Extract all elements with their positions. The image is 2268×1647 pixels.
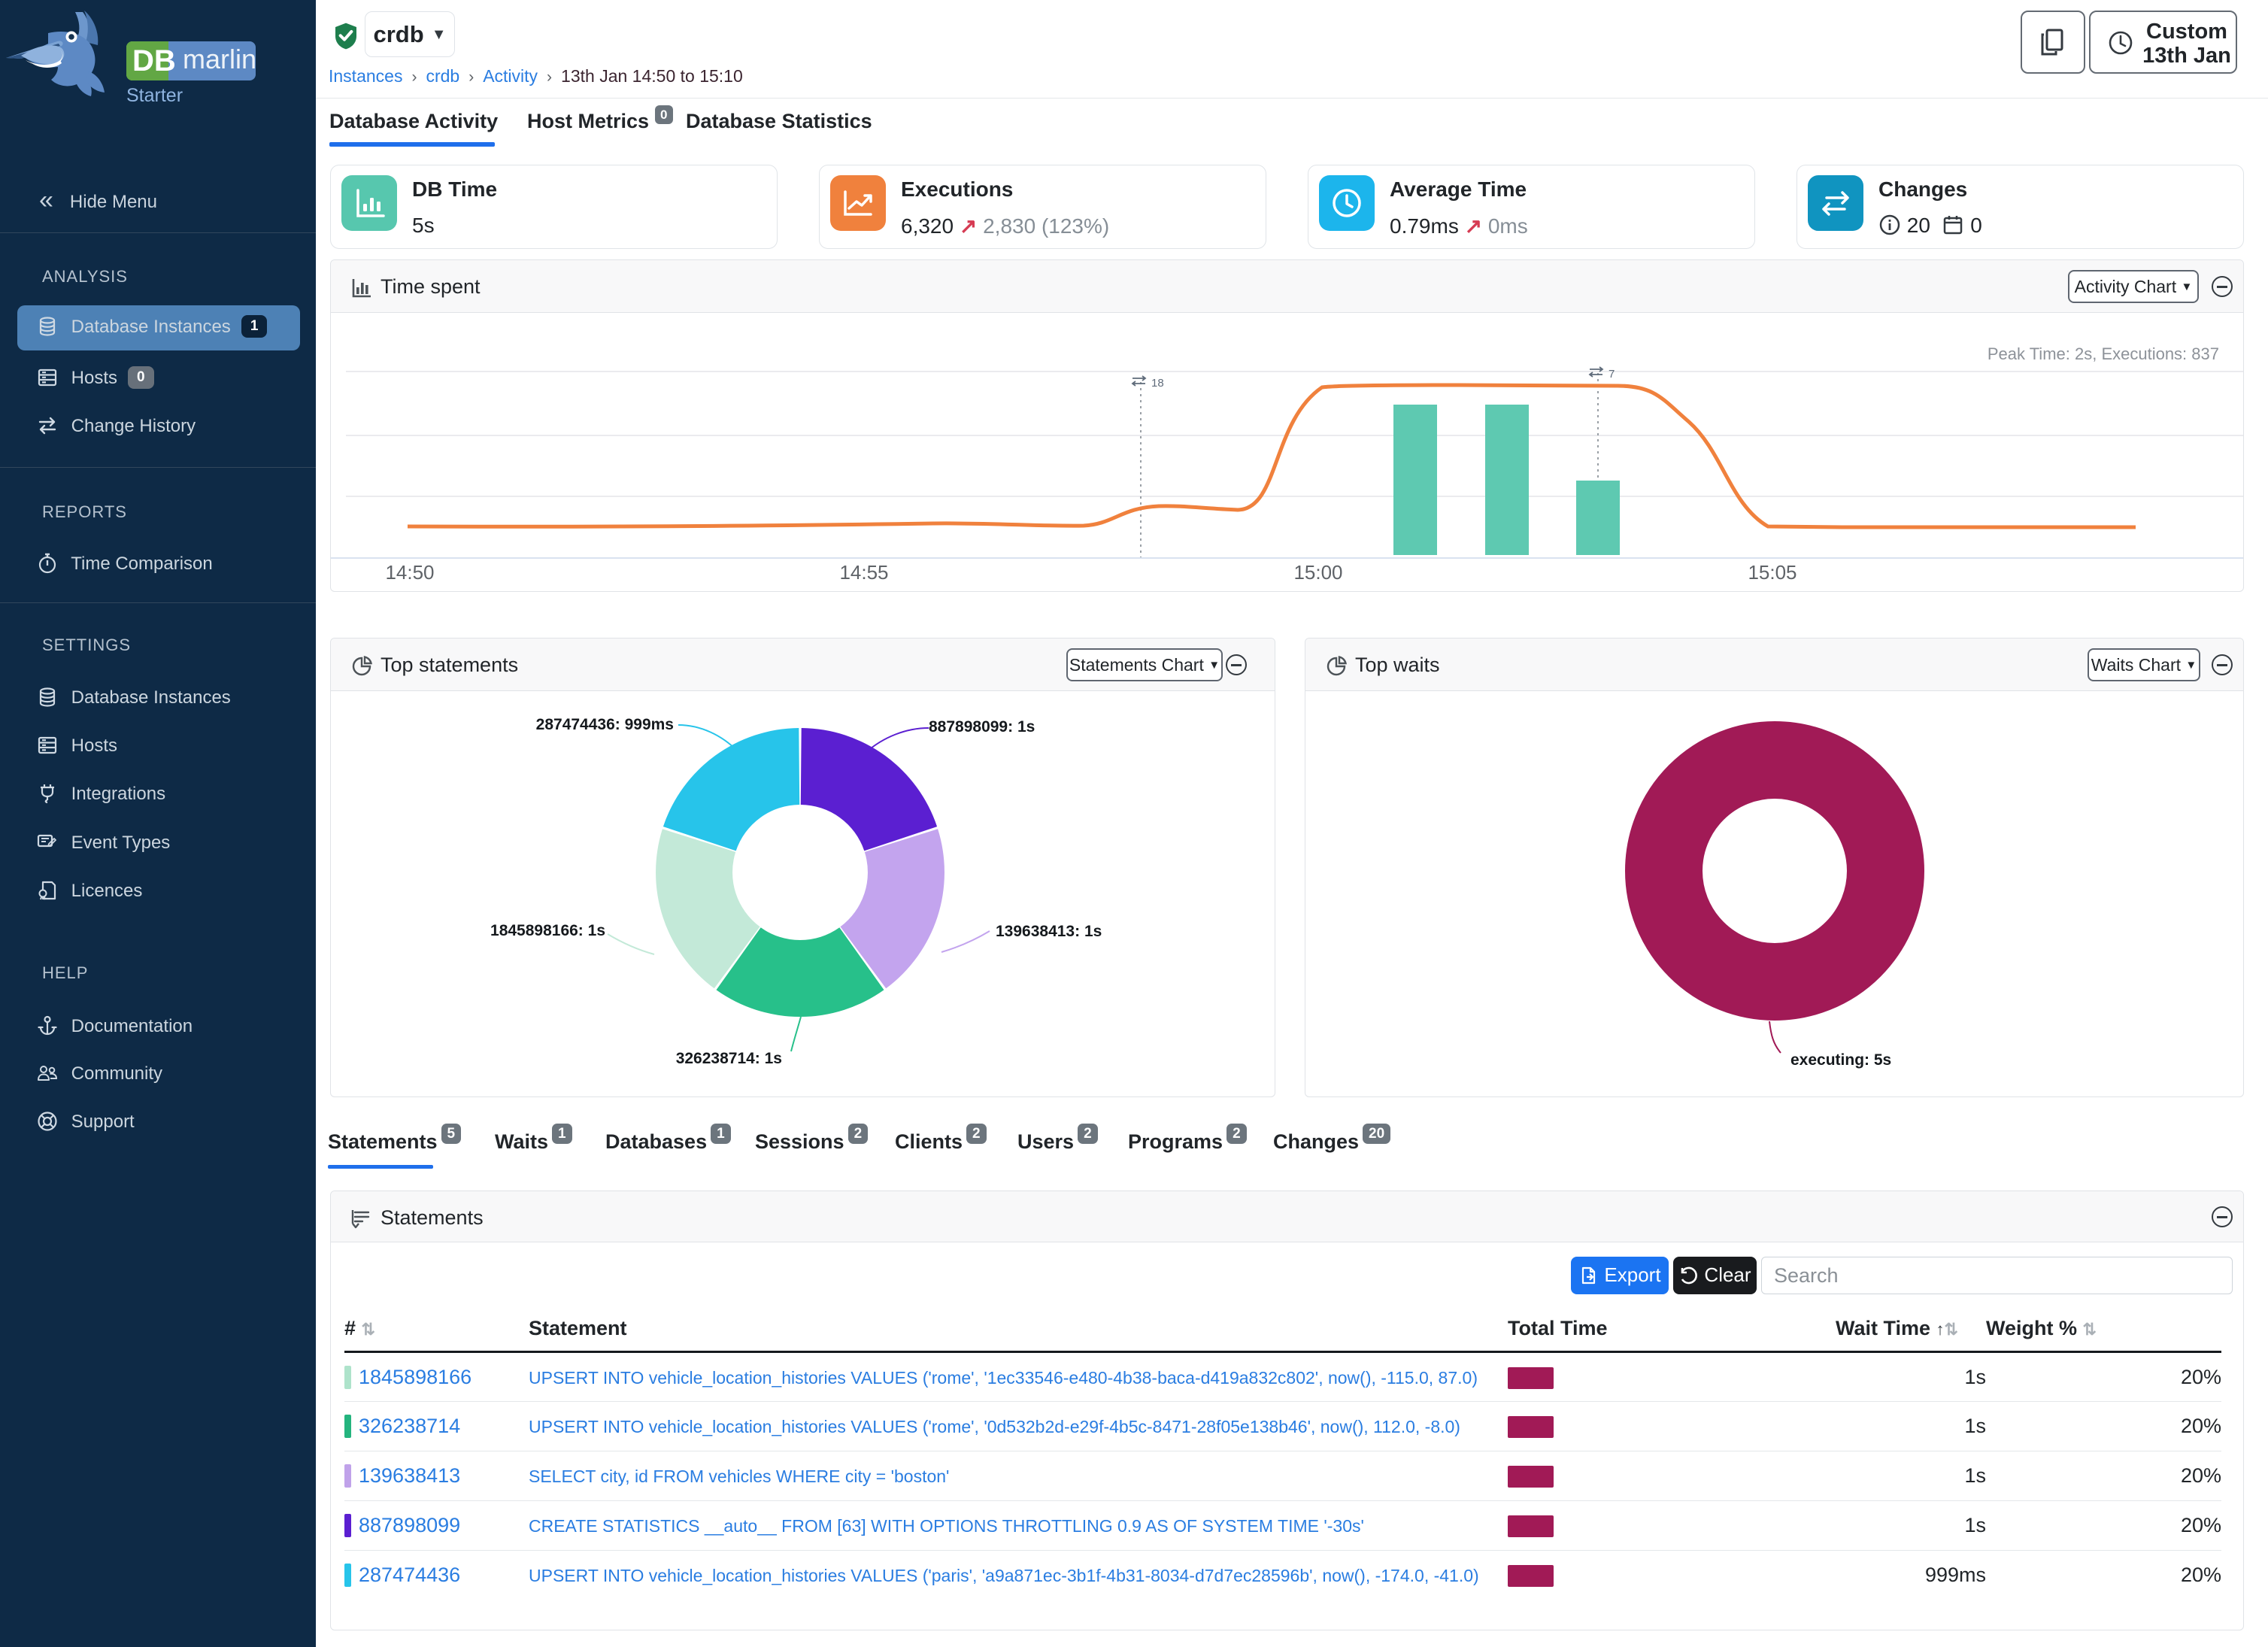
svg-text:DB: DB	[132, 44, 176, 77]
svg-text:14:50: 14:50	[385, 561, 434, 584]
svg-text:326238714: 1s: 326238714: 1s	[676, 1050, 782, 1067]
svg-text:1845898166: 1s: 1845898166: 1s	[490, 922, 605, 939]
svg-text:18: 18	[1151, 377, 1164, 390]
svg-text:executing: 5s: executing: 5s	[1790, 1051, 1891, 1069]
svg-text:Starter: Starter	[126, 85, 183, 106]
svg-text:15:00: 15:00	[1293, 561, 1342, 584]
svg-text:887898099: 1s: 887898099: 1s	[929, 718, 1035, 736]
svg-text:139638413: 1s: 139638413: 1s	[996, 923, 1102, 940]
svg-text:Peak Time: 2s, Executions: 837: Peak Time: 2s, Executions: 837	[1988, 344, 2219, 363]
svg-text:287474436: 999ms: 287474436: 999ms	[536, 716, 674, 733]
svg-text:14:55: 14:55	[839, 561, 888, 584]
svg-text:marlin: marlin	[183, 44, 256, 74]
svg-text:7: 7	[1609, 368, 1615, 381]
svg-text:15:05: 15:05	[1748, 561, 1797, 584]
